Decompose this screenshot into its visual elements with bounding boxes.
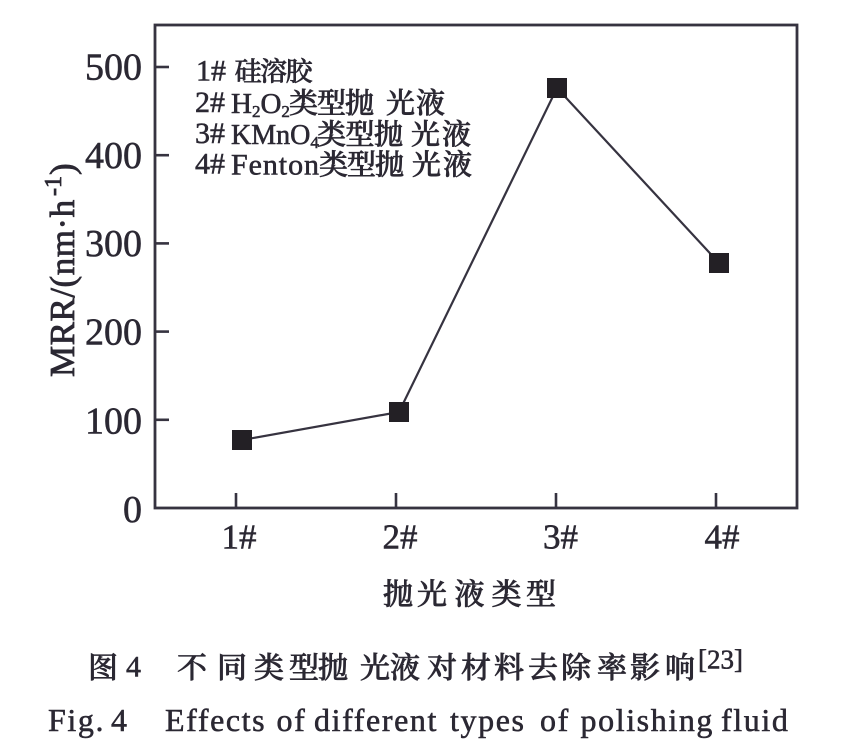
svg-text:): ) — [43, 163, 82, 175]
svg-text:0: 0 — [123, 489, 142, 531]
svg-text:200: 200 — [85, 312, 142, 354]
svg-text:4: 4 — [126, 650, 141, 683]
svg-text:4#: 4# — [705, 518, 740, 557]
svg-text:1#: 1# — [196, 54, 226, 87]
svg-text:3#: 3# — [195, 117, 225, 150]
svg-text:Fig.: Fig. — [48, 702, 105, 738]
svg-text:of: of — [277, 702, 307, 738]
svg-text:Fenton: Fenton — [231, 149, 319, 182]
svg-text:1#: 1# — [222, 518, 257, 557]
svg-text:types: types — [450, 702, 526, 738]
svg-text:different: different — [314, 702, 438, 738]
svg-text:[23]: [23] — [698, 645, 743, 675]
svg-text:4: 4 — [111, 702, 129, 738]
svg-text:H2O2: H2O2 — [231, 88, 290, 121]
svg-text:3#: 3# — [543, 518, 578, 557]
svg-text:500: 500 — [85, 47, 142, 89]
svg-text:KMnO4: KMnO4 — [231, 120, 319, 152]
svg-text:MRR/(nm·h: MRR/(nm·h — [43, 199, 82, 377]
svg-text:300: 300 — [85, 223, 142, 265]
svg-text:400: 400 — [85, 135, 142, 177]
svg-text:2#: 2# — [195, 86, 225, 119]
svg-text:polishing: polishing — [581, 702, 715, 738]
svg-text:100: 100 — [85, 401, 142, 443]
svg-text:fluid: fluid — [721, 702, 789, 738]
svg-text:of: of — [540, 702, 570, 738]
svg-text:Effects: Effects — [165, 702, 266, 738]
svg-text:2#: 2# — [383, 518, 418, 557]
svg-text:-1: -1 — [41, 176, 67, 196]
svg-text:4#: 4# — [195, 147, 225, 180]
